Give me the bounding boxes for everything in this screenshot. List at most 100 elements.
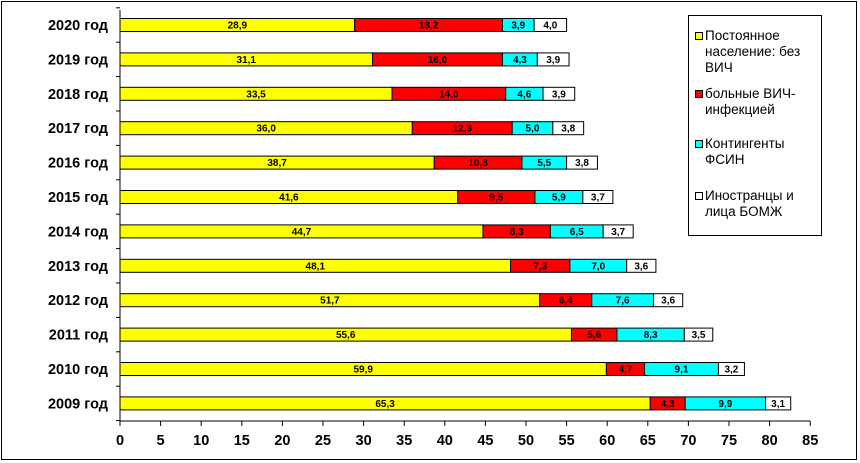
category-label: 2014 год <box>48 224 108 240</box>
data-label: 6,5 <box>570 227 584 238</box>
x-tick-label: 30 <box>356 433 372 449</box>
data-label: 6,4 <box>559 296 573 307</box>
legend-label: Иностранцы и <box>705 188 794 203</box>
data-label: 8,3 <box>510 227 524 238</box>
legend-label: Контингенты <box>705 136 785 151</box>
legend-label: лица БОМЖ <box>705 204 783 219</box>
bar-segment <box>626 258 657 273</box>
bar-segment <box>582 190 614 204</box>
data-label: 55,6 <box>336 330 356 341</box>
data-label: 7,3 <box>533 261 547 272</box>
data-label: 5,5 <box>537 158 551 169</box>
bar-segment <box>552 121 585 136</box>
data-label: 33,5 <box>246 89 266 100</box>
x-tick-label: 50 <box>518 433 534 449</box>
x-tick-label: 20 <box>274 433 290 449</box>
x-tick-label: 60 <box>599 433 615 449</box>
category-label: 2018 год <box>48 87 108 103</box>
x-tick-label: 45 <box>477 433 493 449</box>
category-label: 2016 год <box>48 156 108 172</box>
data-label: 14,0 <box>439 89 459 100</box>
legend-item: Иностранцы и лица БОМЖ <box>695 188 819 220</box>
data-label: 16,0 <box>428 55 448 66</box>
data-label: 3,7 <box>611 227 625 238</box>
data-label: 31,1 <box>237 55 257 66</box>
data-label: 44,7 <box>292 227 312 238</box>
bar-segment <box>533 18 568 32</box>
legend-item: больные ВИЧ-инфекцией <box>695 86 819 118</box>
data-label: 4,3 <box>661 399 675 410</box>
legend-label: ВИЧ <box>705 60 733 75</box>
data-label: 65,3 <box>375 399 395 410</box>
category-label: 2017 год <box>48 121 108 137</box>
legend-swatch <box>695 32 703 40</box>
data-label: 3,6 <box>661 296 675 307</box>
data-label: 12,3 <box>453 124 473 135</box>
bar-segment <box>683 327 714 342</box>
data-label: 5,9 <box>552 193 566 204</box>
legend-swatch <box>695 90 703 98</box>
x-tick-label: 0 <box>116 433 124 449</box>
data-label: 3,6 <box>634 261 648 272</box>
data-label: 41,6 <box>279 193 299 204</box>
legend-label: население: без <box>705 44 801 59</box>
legend-label: ФСИН <box>705 152 745 167</box>
data-label: 48,1 <box>306 261 326 272</box>
category-label: 2013 год <box>48 259 108 275</box>
data-label: 3,9 <box>546 55 560 66</box>
data-label: 3,2 <box>724 365 738 376</box>
x-tick-label: 10 <box>193 433 209 449</box>
x-tick-label: 75 <box>721 433 737 449</box>
x-tick-label: 25 <box>315 433 331 449</box>
legend-swatch <box>695 192 703 200</box>
legend-label: Постоянное <box>705 28 780 43</box>
bar-segment <box>717 362 745 376</box>
legend-item: Постоянное население: без ВИЧ <box>695 28 819 76</box>
x-tick-label: 70 <box>680 433 696 449</box>
category-label: 2010 год <box>48 362 108 378</box>
bar-segment <box>536 52 570 67</box>
legend-item: Контингенты ФСИН <box>695 136 819 168</box>
legend: Постоянное население: без ВИЧ больные ВИЧ-и… <box>688 15 822 236</box>
legend-label: больные ВИЧ- <box>705 86 796 101</box>
category-label: 2020 год <box>48 18 108 34</box>
bar-segment <box>566 155 598 170</box>
data-label: 38,7 <box>267 158 287 169</box>
x-tick-label: 5 <box>157 433 165 449</box>
data-label: 8,3 <box>644 330 658 341</box>
data-label: 4,0 <box>543 21 557 32</box>
x-tick-label: 35 <box>396 433 412 449</box>
data-label: 36,0 <box>256 124 276 135</box>
x-tick-label: 80 <box>762 433 778 449</box>
data-label: 3,5 <box>692 330 706 341</box>
bar-segment <box>765 396 792 411</box>
data-label: 51,7 <box>320 296 340 307</box>
x-tick-label: 15 <box>234 433 250 449</box>
data-label: 4,7 <box>619 365 633 376</box>
data-label: 9,1 <box>675 365 689 376</box>
category-label: 2011 год <box>49 328 108 344</box>
data-label: 7,0 <box>591 261 605 272</box>
data-label: 4,3 <box>513 55 527 66</box>
x-tick-label: 40 <box>437 433 453 449</box>
data-label: 5,6 <box>587 330 601 341</box>
category-label: 2019 год <box>48 52 108 68</box>
data-label: 3,7 <box>591 193 605 204</box>
data-label: 3,8 <box>561 124 575 135</box>
legend-swatch <box>695 140 703 148</box>
data-label: 5,0 <box>526 124 540 135</box>
x-tick-label: 55 <box>559 433 575 449</box>
data-label: 18,2 <box>419 21 439 32</box>
data-label: 28,9 <box>228 21 248 32</box>
category-label: 2009 год <box>48 396 108 412</box>
bar-segment <box>652 293 684 308</box>
bar-segment <box>602 224 634 239</box>
data-label: 7,6 <box>616 296 630 307</box>
data-label: 9,9 <box>718 399 732 410</box>
x-tick-label: 65 <box>640 433 656 449</box>
category-label: 2015 год <box>48 190 108 206</box>
data-label: 59,9 <box>353 365 373 376</box>
data-label: 10,8 <box>468 158 488 169</box>
